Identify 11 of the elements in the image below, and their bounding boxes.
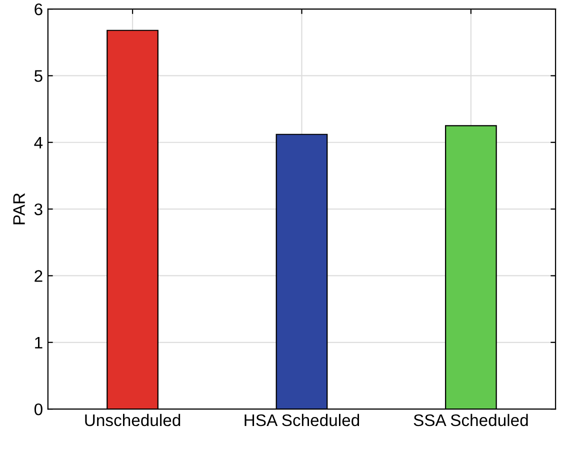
y-tick-label: 0 [34,403,42,416]
y-tick-label: 6 [34,3,42,16]
y-tick-label: 4 [34,136,43,148]
y-axis-title: PAR [13,193,25,224]
y-tick-label: 3 [34,203,42,216]
y-tick-label: 2 [34,270,42,282]
x-tick-label: SSA Scheduled [414,414,528,426]
x-tick-label: HSA Scheduled [244,414,360,426]
x-tick-label: Unscheduled [85,414,180,426]
y-tick-label: 5 [34,70,42,82]
y-tick-label: 1 [35,336,42,348]
